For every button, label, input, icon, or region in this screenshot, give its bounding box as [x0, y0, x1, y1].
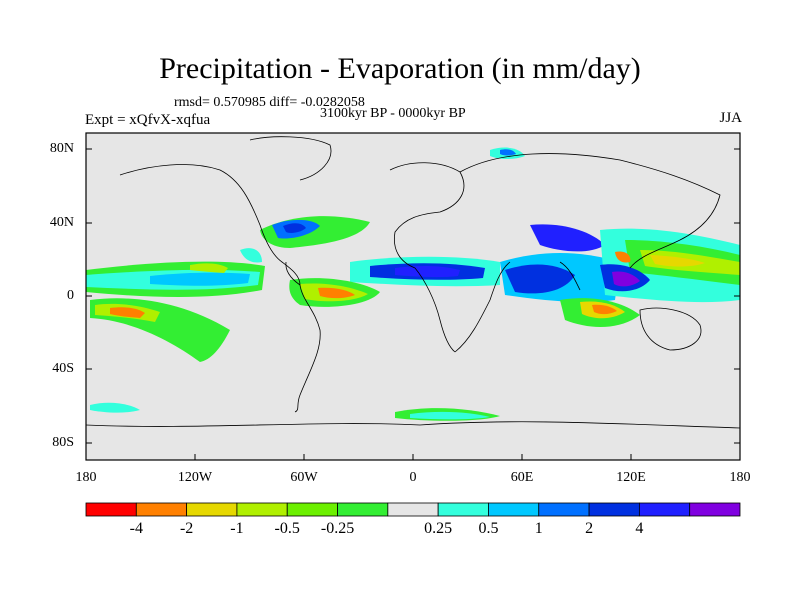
colorbar-swatch: [236, 502, 288, 517]
colorbar-swatch: [689, 502, 741, 517]
colorbar-label: 0.25: [424, 520, 453, 537]
colorbar-label: -1: [230, 520, 244, 537]
colorbar-swatch: [186, 502, 238, 517]
lat-label: 80N: [49, 141, 74, 156]
lat-ticks: [86, 148, 740, 444]
lon-label: 60E: [510, 470, 534, 485]
colorbar-label: -4: [129, 520, 143, 537]
lon-label: 120E: [616, 470, 646, 485]
colorbar-label: 2: [585, 520, 594, 537]
colorbar-swatch: [135, 502, 188, 517]
colorbar-label: 4: [635, 520, 644, 537]
colorbar: [85, 502, 741, 517]
stats-line: rmsd= 0.570985 diff= -0.0282058: [174, 95, 365, 110]
season-label: JJA: [719, 110, 742, 126]
colorbar-swatch: [488, 502, 540, 517]
anomaly-field: [86, 147, 740, 421]
colorbar-swatch: [337, 502, 389, 517]
colorbar-swatch: [538, 502, 590, 517]
colorbar-label: -0.25: [320, 520, 355, 537]
colorbar-label: -2: [179, 520, 194, 537]
colorbar-swatch: [588, 502, 640, 517]
lon-label: 0: [409, 470, 417, 485]
lon-ticks: [85, 454, 741, 460]
colorbar-label: 1: [534, 520, 543, 537]
experiment-label: Expt = xQfvX-xqfua: [85, 112, 211, 128]
colorbar-swatch: [638, 502, 691, 517]
lat-label: 40S: [52, 361, 74, 376]
lat-label: 40N: [49, 215, 74, 230]
period-label: 3100kyr BP - 0000kyr BP: [320, 106, 466, 121]
coastlines: [86, 136, 740, 429]
colorbar-swatch: [85, 502, 137, 517]
lat-label: 80S: [52, 435, 74, 450]
plot-title: Precipitation - Evaporation (in mm/day): [159, 52, 641, 85]
colorbar-label: 0.5: [478, 520, 499, 537]
lon-label: 60W: [290, 470, 318, 485]
colorbar-swatch: [286, 502, 338, 517]
lon-label: 180: [75, 470, 97, 485]
colorbar-swatch: [437, 502, 489, 517]
lon-label: 120W: [177, 470, 213, 485]
lat-label: 0: [67, 288, 74, 303]
lon-label: 180: [729, 470, 751, 485]
colorbar-label: -0.5: [274, 520, 300, 537]
colorbar-swatch: [387, 502, 439, 517]
